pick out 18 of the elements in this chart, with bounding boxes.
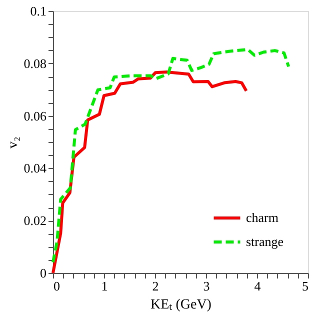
legend-label: charm — [246, 210, 278, 225]
y-tick-label: 0.08 — [24, 56, 46, 71]
y-tick-label: 0 — [40, 266, 46, 280]
x-tick-label: 0 — [54, 278, 60, 294]
x-tick-label: 1 — [101, 278, 108, 294]
y-tick-label: 0.1 — [30, 4, 46, 18]
x-tick-label: 5 — [302, 278, 308, 294]
x-axis-title: KEₜ (GeV) — [150, 298, 212, 312]
legend-label: strange — [246, 234, 284, 249]
x-tick-label: 2 — [152, 278, 159, 294]
line-series — [52, 48, 290, 264]
y-axis-title: v₂ — [6, 136, 21, 148]
y-tick-label: 0.04 — [24, 160, 47, 176]
line-series — [52, 70, 248, 274]
y-tick-label: 0.06 — [24, 108, 47, 124]
x-tick-label: 3 — [203, 278, 210, 294]
y-tick-label: 0.02 — [24, 213, 46, 228]
x-tick-label: 4 — [254, 278, 262, 294]
